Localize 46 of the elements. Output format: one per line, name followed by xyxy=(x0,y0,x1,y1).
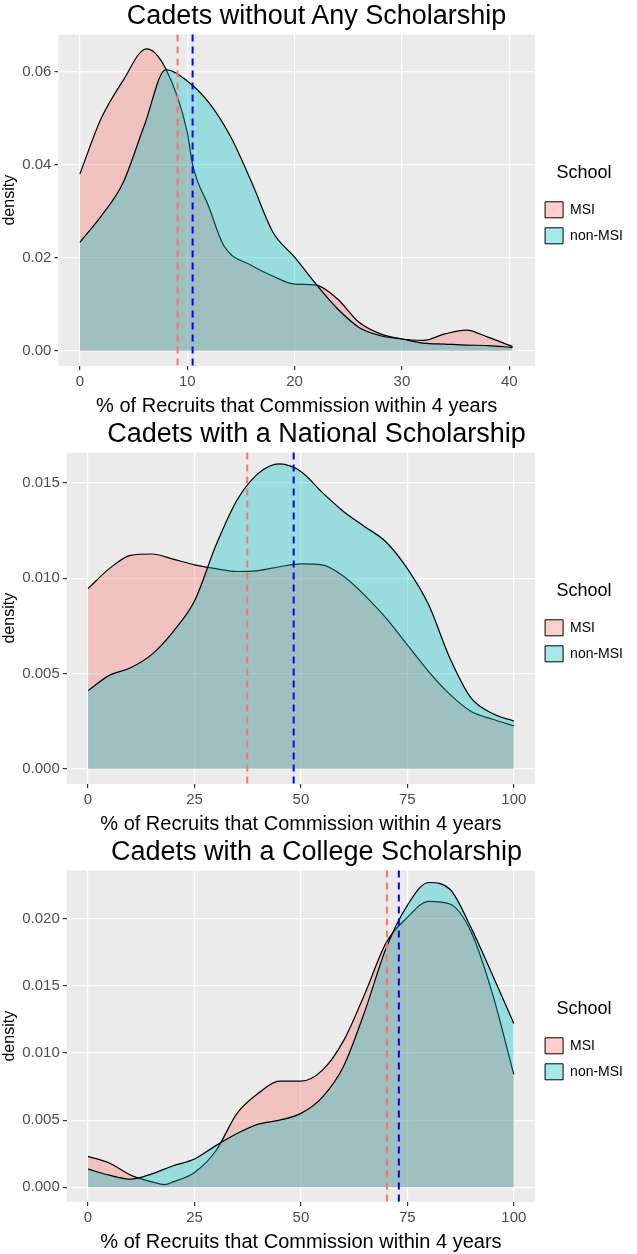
y-tick-label: 0.005 xyxy=(22,663,60,681)
x-axis-title: % of Recruits that Commission within 4 years xyxy=(100,811,502,834)
y-axis-title: density xyxy=(0,174,18,226)
x-tick-label: 0 xyxy=(83,1208,93,1226)
x-tick-label: 0 xyxy=(75,372,85,390)
x-tick-label: 30 xyxy=(393,372,411,390)
x-axis-title: % of Recruits that Commission within 4 years xyxy=(96,393,498,416)
legend-label: non-MSI xyxy=(570,226,624,243)
y-tick-label: 0.010 xyxy=(22,568,60,586)
x-tick-label: 25 xyxy=(186,790,203,808)
x-tick-label: 75 xyxy=(399,790,416,808)
legend-title: School xyxy=(556,998,612,1019)
chart-title: Cadets without Any Scholarship xyxy=(126,0,507,30)
y-tick-label: 0.00 xyxy=(22,340,52,358)
chart-title: Cadets with a College Scholarship xyxy=(110,835,523,866)
x-tick-label: 50 xyxy=(292,790,310,808)
y-tick-label: 0.020 xyxy=(22,908,60,926)
y-tick-label: 0.000 xyxy=(22,758,60,776)
legend-title: School xyxy=(556,580,612,601)
y-tick-label: 0.010 xyxy=(22,1043,60,1061)
y-axis-title: density xyxy=(0,1010,18,1062)
x-tick-label: 20 xyxy=(286,372,303,390)
legend-title: School xyxy=(556,162,612,183)
legend-label: MSI xyxy=(570,200,595,217)
y-tick-label: 0.015 xyxy=(22,976,60,993)
y-tick-label: 0.000 xyxy=(22,1177,60,1195)
y-tick-label: 0.06 xyxy=(22,61,52,79)
y-tick-label: 0.005 xyxy=(22,1110,60,1128)
legend-label: MSI xyxy=(570,618,595,635)
x-tick-label: 50 xyxy=(292,1208,310,1226)
x-tick-label: 25 xyxy=(186,1208,203,1226)
y-tick-label: 0.04 xyxy=(22,154,52,172)
x-axis-title: % of Recruits that Commission within 4 years xyxy=(100,1229,502,1252)
x-tick-label: 0 xyxy=(83,790,93,808)
legend-label: MSI xyxy=(570,1036,595,1053)
x-tick-label: 75 xyxy=(399,1208,416,1226)
x-tick-label: 10 xyxy=(178,372,196,390)
legend-label: non-MSI xyxy=(570,1062,624,1079)
x-tick-label: 40 xyxy=(500,372,518,390)
y-tick-label: 0.015 xyxy=(22,473,60,491)
y-tick-label: 0.02 xyxy=(22,247,52,265)
chart-title: Cadets with a National Scholarship xyxy=(107,417,526,448)
y-axis-title: density xyxy=(0,592,18,644)
x-tick-label: 100 xyxy=(501,790,527,808)
legend-label: non-MSI xyxy=(570,644,624,661)
x-tick-label: 100 xyxy=(501,1208,527,1226)
